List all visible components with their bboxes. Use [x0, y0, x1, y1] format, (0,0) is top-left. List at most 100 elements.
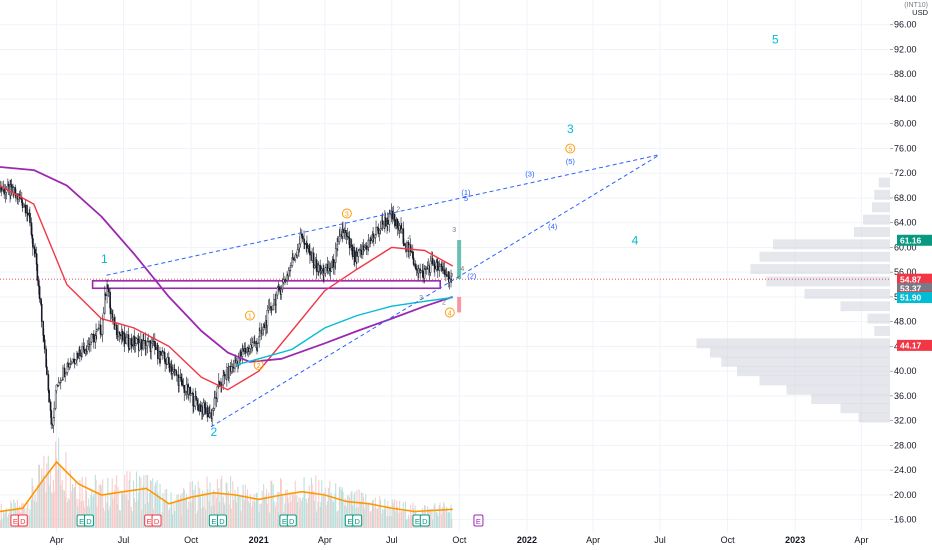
volume-bar [379, 496, 381, 528]
volume-bar [272, 484, 274, 528]
volume-bar [239, 495, 241, 528]
volume-bar [48, 485, 50, 528]
volume-bar [244, 484, 246, 528]
volume-bar [360, 492, 362, 528]
volume-bar [443, 504, 445, 528]
volume-bar [386, 516, 388, 528]
earnings-marker[interactable] [473, 514, 484, 527]
volume-bar [16, 500, 19, 528]
ema-line [0, 184, 454, 391]
candle [121, 331, 124, 341]
candle [303, 238, 305, 244]
volume-bar [52, 479, 55, 528]
candle [19, 197, 22, 199]
candle [10, 184, 13, 188]
volume-bar [193, 489, 195, 528]
candle [242, 348, 244, 352]
candle [98, 324, 100, 329]
volume-bar [309, 492, 311, 528]
candle [348, 238, 351, 249]
earnings-marker[interactable] [83, 514, 94, 527]
volume-bar [385, 507, 387, 528]
wave-label: 4 [448, 310, 452, 317]
candle [327, 268, 330, 272]
volume-bar [149, 492, 151, 528]
candle [38, 286, 41, 299]
volume-bar [393, 502, 395, 528]
volume-bar [232, 499, 235, 528]
trendline[interactable] [210, 154, 661, 428]
candle [1, 189, 3, 191]
candle [273, 298, 275, 306]
candle [247, 347, 250, 352]
candle [81, 346, 83, 357]
volume-bar [154, 485, 156, 528]
volume-bar [146, 474, 149, 528]
volume-bar [55, 441, 57, 528]
volume-bar [247, 500, 249, 528]
volume-profile-bar [750, 264, 890, 275]
candle [67, 363, 70, 368]
candle [57, 382, 60, 386]
volume-bar [404, 501, 407, 528]
volume-bar [194, 485, 196, 528]
candle [284, 280, 287, 282]
candle [76, 353, 79, 359]
candle [268, 306, 271, 308]
trendline[interactable] [106, 154, 661, 276]
volume-bar [286, 489, 288, 528]
volume-bar [235, 502, 238, 528]
candle [228, 366, 230, 379]
volume-bar [3, 513, 5, 528]
horizontal-level-box[interactable] [91, 280, 442, 290]
volume-bar [232, 481, 234, 528]
volume-bar [191, 480, 193, 528]
volume-bar [175, 503, 177, 528]
volume-bar [5, 508, 7, 528]
earnings-marker[interactable] [216, 514, 227, 527]
earnings-marker[interactable] [17, 514, 28, 527]
earnings-marker[interactable] [151, 514, 162, 527]
volume-bar [313, 490, 315, 528]
y-tick-label: 56.00 [894, 267, 917, 277]
price-axis-badge [897, 273, 932, 285]
volume-bar [296, 502, 299, 528]
volume-bar [285, 490, 287, 528]
volume-profile-bar [840, 301, 890, 312]
volume-bar [116, 503, 118, 528]
volume-bar [141, 509, 143, 528]
candle [7, 183, 10, 187]
wave-label: 4 [460, 266, 464, 273]
y-tick-label: 20.00 [894, 490, 917, 500]
volume-bar [0, 503, 2, 528]
volume-bar [126, 471, 128, 528]
candle [365, 245, 368, 250]
earnings-marker[interactable] [286, 514, 297, 527]
candle [254, 341, 256, 344]
volume-bar [235, 495, 237, 528]
volume-bar [325, 505, 327, 528]
candle [282, 279, 285, 283]
candle [311, 252, 314, 261]
volume-bar [437, 516, 439, 528]
candle [398, 225, 401, 231]
time-axis[interactable] [0, 532, 890, 550]
candle [320, 268, 323, 272]
volume-bar [201, 508, 203, 528]
candle [363, 247, 366, 251]
volume-bar [185, 498, 187, 528]
candle [187, 387, 190, 395]
volume-bar [377, 508, 379, 528]
volume-bar [107, 477, 109, 528]
volume-bar [273, 501, 275, 528]
volume-bar [204, 492, 206, 528]
earnings-marker[interactable] [352, 514, 363, 527]
volume-bar [205, 509, 207, 528]
volume-bar [332, 502, 335, 528]
candle [396, 219, 399, 229]
volume-profile-bar [867, 313, 890, 324]
candle [199, 404, 202, 412]
earnings-marker[interactable] [419, 514, 430, 527]
volume-profile-bar [710, 347, 890, 358]
